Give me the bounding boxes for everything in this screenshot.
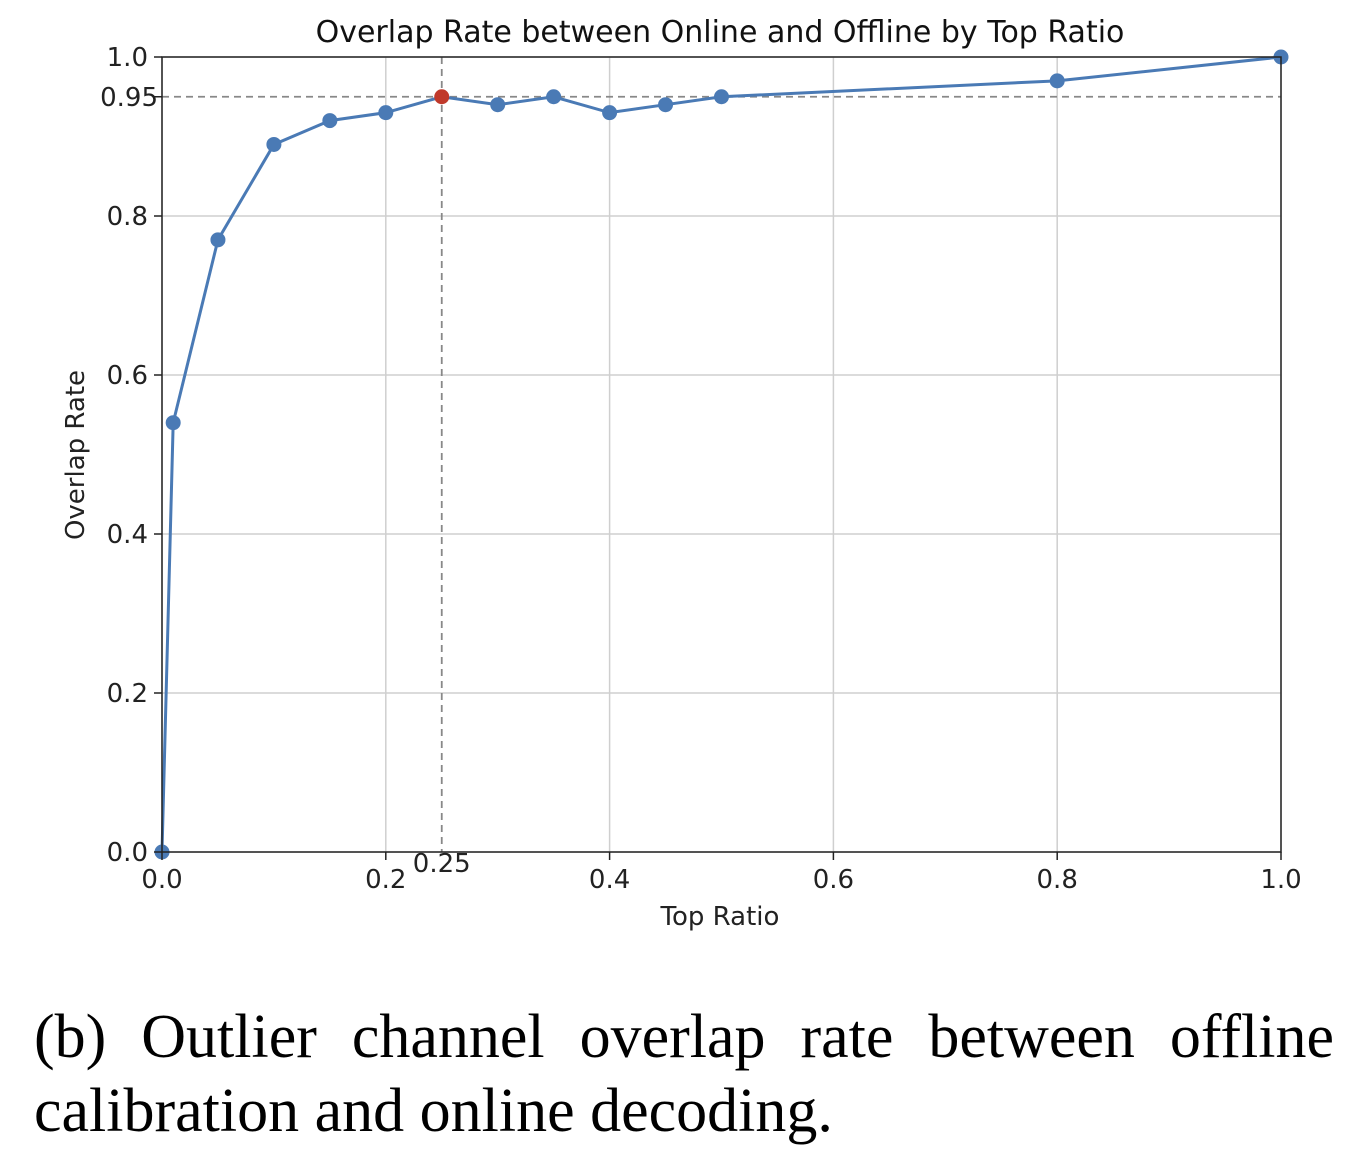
plot-frame	[161, 56, 1282, 853]
data-point	[165, 415, 181, 431]
reference-lines	[162, 57, 1281, 852]
x-tick-label: 0.6	[813, 865, 854, 895]
y-tick-label: 0.4	[107, 520, 148, 550]
data-point	[546, 89, 562, 105]
y-tick-label: 0.8	[107, 202, 148, 232]
highlight-point	[434, 89, 450, 105]
data-point	[1049, 73, 1065, 89]
x-tick-label: 0.0	[141, 865, 182, 895]
data-point	[210, 232, 226, 248]
y-reference-label: 0.95	[100, 83, 158, 113]
data-point	[714, 89, 729, 105]
chart: Overlap Rate between Online and Offline …	[61, 15, 1302, 932]
data-point	[490, 97, 506, 113]
x-tick-label: 0.2	[365, 865, 406, 895]
grid	[161, 56, 1282, 853]
x-tick-label: 0.4	[589, 865, 630, 895]
series-line	[160, 55, 1282, 853]
data-point	[658, 97, 674, 113]
y-tick-label: 0.0	[107, 838, 148, 868]
y-tick-label: 0.6	[107, 361, 148, 391]
x-reference-label: 0.25	[413, 849, 471, 879]
y-tick-label: 0.2	[107, 679, 148, 709]
y-tick-label: 1.0	[107, 43, 148, 73]
data-point	[602, 105, 618, 121]
data-point	[378, 105, 394, 121]
data-point	[266, 136, 282, 152]
data-point	[322, 113, 338, 129]
figure-caption: (b) Outlier channel overlap rate between…	[34, 1003, 1334, 1145]
series-layer	[154, 49, 1289, 860]
y-axis-label: Overlap Rate	[61, 370, 91, 540]
x-tick-label: 1.0	[1260, 865, 1301, 895]
x-axis-label: Top Ratio	[660, 902, 780, 932]
x-tick-label: 0.8	[1037, 865, 1078, 895]
chart-title: Overlap Rate between Online and Offline …	[316, 15, 1125, 50]
tick-labels: 0.0 0.2 0.4 0.6 0.8 1.0 0.0 0.2 0.4 0.6 0.8 1.0 0.95…	[100, 43, 1302, 895]
